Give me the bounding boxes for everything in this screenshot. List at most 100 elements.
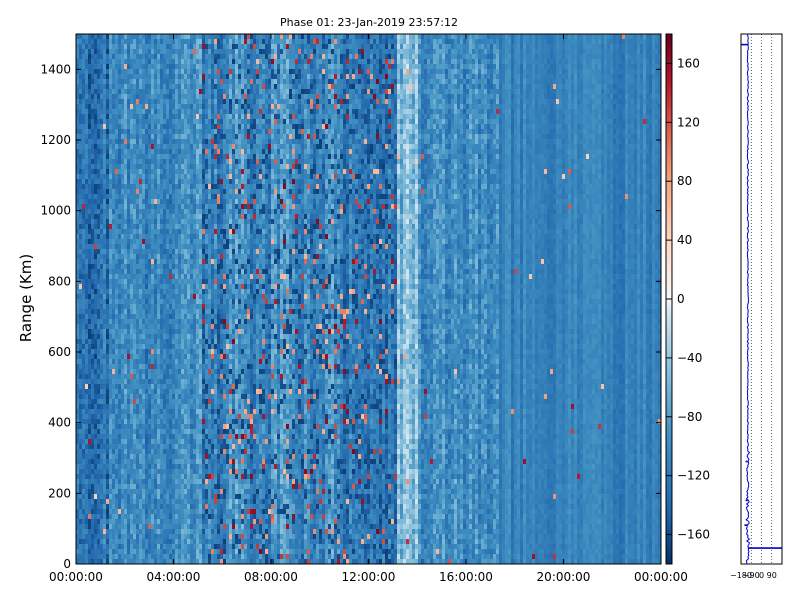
- heatmap-cell: [145, 54, 149, 60]
- heatmap-cell: [169, 329, 173, 335]
- heatmap-cell: [85, 509, 89, 515]
- heatmap-cell: [181, 534, 185, 540]
- heatmap-cell: [100, 394, 104, 400]
- heatmap-cell: [133, 129, 137, 135]
- heatmap-cell: [169, 149, 173, 155]
- heatmap-cell: [148, 199, 152, 205]
- heatmap-cell: [88, 234, 92, 240]
- heatmap-cell: [205, 144, 209, 150]
- heatmap-cell: [208, 354, 212, 360]
- heatmap-cell: [115, 424, 119, 430]
- heatmap-cell: [88, 134, 92, 140]
- heatmap-cell: [163, 99, 167, 105]
- heatmap-cell: [208, 154, 212, 160]
- heatmap-cell: [163, 489, 167, 495]
- heatmap-cell: [211, 549, 215, 555]
- heatmap-cell: [160, 269, 164, 275]
- heatmap-cell: [112, 74, 116, 80]
- heatmap-cell: [133, 339, 137, 345]
- heatmap-cell: [121, 414, 125, 420]
- heatmap-cell: [106, 144, 110, 150]
- heatmap-cell: [163, 49, 167, 55]
- heatmap-cell: [166, 424, 170, 430]
- heatmap-cell: [154, 84, 158, 90]
- heatmap-cell: [172, 49, 176, 55]
- heatmap-cell: [115, 204, 119, 210]
- heatmap-cell: [217, 64, 221, 70]
- heatmap-cell: [94, 434, 98, 440]
- heatmap-cell: [151, 419, 155, 425]
- heatmap-cell: [88, 159, 92, 165]
- heatmap-cell: [187, 54, 191, 60]
- heatmap-cell: [208, 44, 212, 50]
- heatmap-cell: [148, 354, 152, 360]
- heatmap-cell: [106, 219, 110, 225]
- heatmap-cell: [100, 59, 104, 65]
- heatmap-cell: [190, 434, 194, 440]
- heatmap-cell: [202, 44, 206, 50]
- heatmap-cell: [133, 279, 137, 285]
- heatmap-cell: [181, 229, 185, 235]
- heatmap-cell: [76, 554, 80, 560]
- heatmap-cell: [160, 414, 164, 420]
- heatmap-cell: [151, 559, 155, 565]
- heatmap-cell: [88, 459, 92, 465]
- heatmap-cell: [142, 434, 146, 440]
- heatmap-cell: [145, 389, 149, 395]
- heatmap-cell: [115, 219, 119, 225]
- heatmap-cell: [187, 369, 191, 375]
- heatmap-cell: [121, 79, 125, 85]
- heatmap-cell: [190, 109, 194, 115]
- heatmap-cell: [97, 249, 101, 255]
- heatmap-cell: [115, 184, 119, 190]
- heatmap-cell: [94, 249, 98, 255]
- heatmap-cell: [202, 544, 206, 550]
- heatmap-cell: [187, 509, 191, 515]
- heatmap-cell: [100, 164, 104, 170]
- heatmap-cell: [106, 549, 110, 555]
- heatmap-cell: [100, 404, 104, 410]
- heatmap-cell: [199, 114, 203, 120]
- heatmap-cell: [154, 189, 158, 195]
- heatmap-cell: [115, 94, 119, 100]
- heatmap-cell: [139, 264, 143, 270]
- heatmap-cell: [118, 329, 122, 335]
- heatmap-cell: [94, 124, 98, 130]
- heatmap-cell: [160, 384, 164, 390]
- heatmap-cell: [196, 194, 200, 200]
- heatmap-cell: [142, 304, 146, 310]
- heatmap-cell: [160, 309, 164, 315]
- heatmap-cell: [187, 129, 191, 135]
- heatmap-cell: [187, 269, 191, 275]
- heatmap-cell: [139, 414, 143, 420]
- heatmap-cell: [103, 499, 107, 505]
- heatmap-cell: [175, 159, 179, 165]
- heatmap-cell: [199, 479, 203, 485]
- heatmap-cell: [124, 529, 128, 535]
- heatmap-cell: [85, 79, 89, 85]
- heatmap-cell: [124, 319, 128, 325]
- heatmap-cell: [124, 424, 128, 430]
- heatmap-cell: [175, 439, 179, 445]
- heatmap-cell: [160, 514, 164, 520]
- heatmap-cell: [214, 99, 218, 105]
- heatmap-cell: [160, 354, 164, 360]
- heatmap-cell: [181, 539, 185, 545]
- heatmap-cell: [115, 34, 119, 40]
- heatmap-cell: [103, 424, 107, 430]
- heatmap-cell: [184, 279, 188, 285]
- heatmap-cell: [175, 119, 179, 125]
- heatmap-cell: [118, 389, 122, 395]
- heatmap-cell: [184, 224, 188, 230]
- heatmap-cell: [127, 154, 131, 160]
- heatmap-cell: [160, 494, 164, 500]
- heatmap-cell: [172, 444, 176, 450]
- heatmap-cell: [121, 69, 125, 75]
- heatmap-cell: [124, 99, 128, 105]
- heatmap-cell: [145, 474, 149, 480]
- heatmap-cell: [130, 524, 134, 530]
- heatmap-cell: [196, 404, 200, 410]
- heatmap-cell: [163, 244, 167, 250]
- heatmap-cell: [133, 524, 137, 530]
- heatmap-cell: [82, 474, 86, 480]
